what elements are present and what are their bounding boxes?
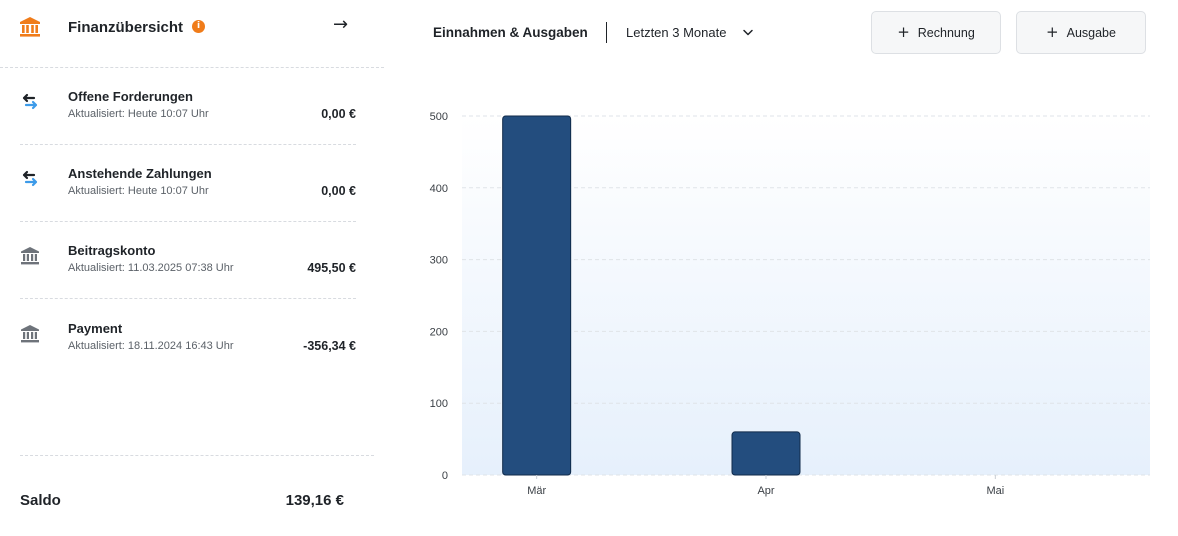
info-icon[interactable]: i — [192, 20, 205, 33]
account-item-beitragskonto[interactable]: Beitragskonto Aktualisiert: 11.03.2025 0… — [20, 222, 356, 299]
plus-icon: + — [897, 23, 910, 41]
y-tick-label: 500 — [430, 111, 448, 123]
y-tick-label: 300 — [430, 255, 448, 267]
x-tick-label: Apr — [757, 485, 774, 497]
plus-icon: + — [1046, 23, 1059, 41]
add-invoice-label: Rechnung — [917, 25, 975, 40]
plot-area — [462, 116, 1150, 475]
finance-title: Finanzübersicht — [68, 19, 184, 36]
account-updated: Aktualisiert: 11.03.2025 07:38 Uhr — [68, 262, 234, 274]
account-amount: 0,00 € — [321, 107, 356, 121]
chevron-down-icon[interactable] — [741, 25, 755, 39]
account-item-open-receivables[interactable]: Offene Forderungen Aktualisiert: Heute 1… — [20, 68, 356, 145]
account-name: Offene Forderungen — [68, 89, 193, 104]
saldo-value: 139,16 € — [285, 492, 344, 509]
chart-title: Einnahmen & Ausgaben — [433, 25, 588, 40]
y-tick-label: 100 — [430, 398, 448, 410]
x-tick-label: Mär — [527, 485, 546, 497]
bar — [731, 431, 801, 476]
x-tick-label: Mai — [986, 485, 1004, 497]
add-invoice-button[interactable]: + Rechnung — [871, 11, 1001, 54]
add-expense-label: Ausgabe — [1066, 25, 1116, 40]
income-expense-chart: 0 100 200 300 400 500 Mär Apr Mai — [420, 96, 1160, 506]
divider — [20, 455, 374, 456]
bank-icon — [21, 325, 39, 343]
bar-chart: 0 100 200 300 400 500 Mär Apr Mai — [430, 111, 1150, 497]
finance-overview-panel: Finanzübersicht i → Offene Forderungen A… — [0, 0, 384, 536]
finance-header: Finanzübersicht i → — [0, 0, 384, 68]
account-name: Payment — [68, 321, 123, 336]
transfer-icon — [22, 93, 38, 110]
saldo-label: Saldo — [20, 492, 61, 509]
arrow-right-icon[interactable]: → — [333, 14, 349, 35]
y-tick-label: 0 — [442, 470, 448, 482]
y-tick-label: 200 — [430, 326, 448, 338]
account-updated: Aktualisiert: Heute 10:07 Uhr — [68, 108, 209, 120]
account-name: Anstehende Zahlungen — [68, 166, 212, 181]
account-updated: Aktualisiert: Heute 10:07 Uhr — [68, 185, 209, 197]
account-updated: Aktualisiert: 18.11.2024 16:43 Uhr — [68, 340, 234, 352]
account-name: Beitragskonto — [68, 243, 156, 258]
period-select[interactable]: Letzten 3 Monate — [626, 25, 727, 40]
account-amount: 495,50 € — [307, 261, 356, 275]
divider — [606, 22, 607, 43]
add-expense-button[interactable]: + Ausgabe — [1016, 11, 1146, 54]
bank-icon — [21, 247, 39, 265]
bank-icon — [20, 17, 40, 37]
account-amount: -356,34 € — [303, 339, 356, 353]
account-amount: 0,00 € — [321, 184, 356, 198]
bar — [502, 115, 572, 476]
transfer-icon — [22, 170, 38, 187]
account-item-pending-payments[interactable]: Anstehende Zahlungen Aktualisiert: Heute… — [20, 145, 356, 222]
y-tick-label: 400 — [430, 183, 448, 195]
account-item-payment[interactable]: Payment Aktualisiert: 18.11.2024 16:43 U… — [20, 300, 356, 377]
